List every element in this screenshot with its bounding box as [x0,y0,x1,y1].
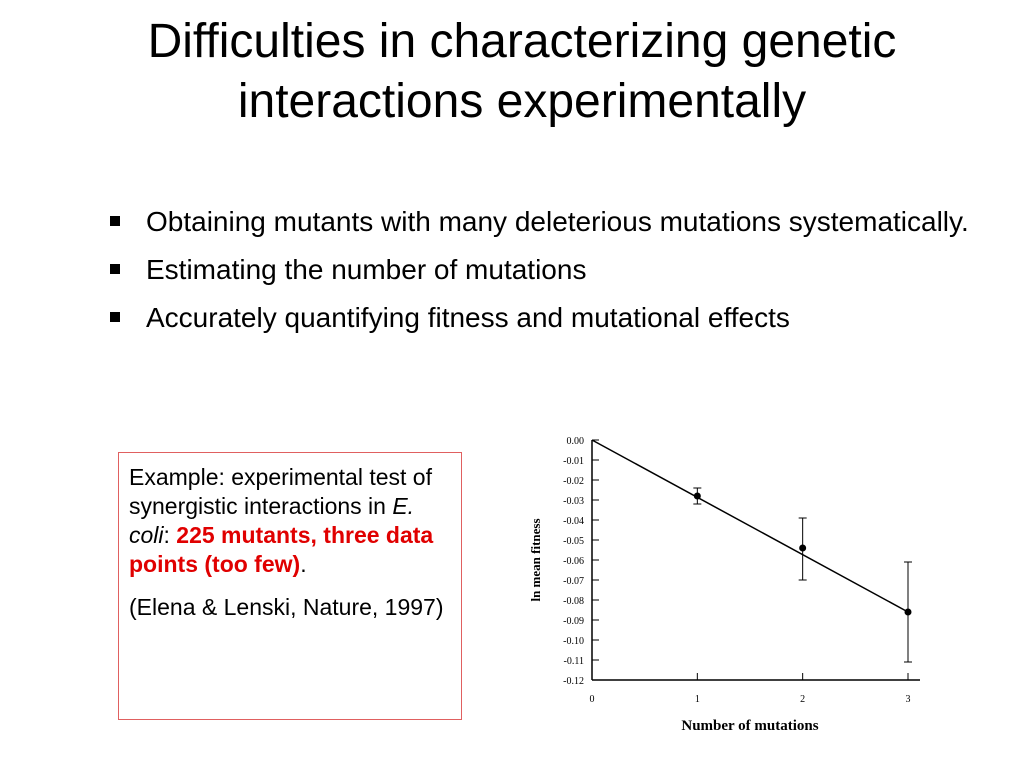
example-reference: (Elena & Lenski, Nature, 1997) [129,594,444,620]
y-tick-label: -0.05 [563,536,584,547]
y-tick-label: -0.11 [564,656,584,667]
x-tick-label: 3 [906,694,911,705]
square-bullet-icon [110,216,120,226]
fitness-chart: 0.00 -0.01 -0.02 -0.03 -0.04 -0.05 -0.06 -0.07 -… [528,436,920,734]
slide-title: Difficulties in characterizing genetic i… [40,12,1004,132]
data-point [693,492,701,500]
bullet-text: Accurately quantifying fitness and mutat… [146,302,790,333]
example-period: . [300,551,307,577]
y-tick-label: -0.09 [563,616,584,627]
example-text: Example: experimental test of synergisti… [129,463,451,579]
x-ticks: 0 1 2 3 [590,673,911,705]
y-tick-label: -0.07 [563,576,584,587]
y-tick-label: -0.02 [563,476,584,487]
x-axis: 0 1 2 3 Number of mutations [590,673,920,734]
bullet-text: Obtaining mutants with many deleterious … [146,206,969,237]
species-name: E. coli [129,493,415,548]
example-colon: : [163,522,170,548]
x-tick-label: 1 [695,694,700,705]
example-intro: Example: experimental test of synergisti… [129,464,432,519]
y-axis-label: ln mean fitness [528,518,543,601]
bullet-text: Estimating the number of mutations [146,254,587,285]
x-tick-label: 0 [590,694,595,705]
y-ticks: 0.00 -0.01 -0.02 -0.03 -0.04 -0.05 -0.06 -0.07 -… [563,436,599,687]
square-bullet-icon [110,312,120,322]
y-tick-label: -0.01 [563,456,584,467]
y-tick-label: -0.12 [563,676,584,687]
y-tick-label: 0.00 [567,436,585,447]
bullet-list: Obtaining mutants with many deleterious … [104,202,984,346]
fit-line [591,439,909,613]
y-tick-label: -0.08 [563,596,584,607]
example-highlight: 225 mutants, three data points (too few) [129,522,434,577]
y-axis: 0.00 -0.01 -0.02 -0.03 -0.04 -0.05 -0.06 -0.07 -… [528,436,599,687]
data-point [799,544,807,552]
data-points [693,487,912,663]
slide-title-line2: interactions experimentally [237,75,807,128]
square-bullet-icon [110,264,120,274]
bullet-item: Obtaining mutants with many deleterious … [104,202,984,242]
y-tick-label: -0.04 [563,516,584,527]
bullet-item: Accurately quantifying fitness and mutat… [104,298,984,338]
bullet-item: Estimating the number of mutations [104,250,984,290]
x-axis-label: Number of mutations [681,718,818,734]
slide-title-line1: Difficulties in characterizing genetic [147,15,897,68]
x-tick-label: 2 [800,694,805,705]
example-box: Example: experimental test of synergisti… [118,452,462,720]
y-tick-label: -0.06 [563,556,584,567]
data-point [904,608,912,616]
y-tick-label: -0.10 [563,636,584,647]
y-tick-label: -0.03 [563,496,584,507]
